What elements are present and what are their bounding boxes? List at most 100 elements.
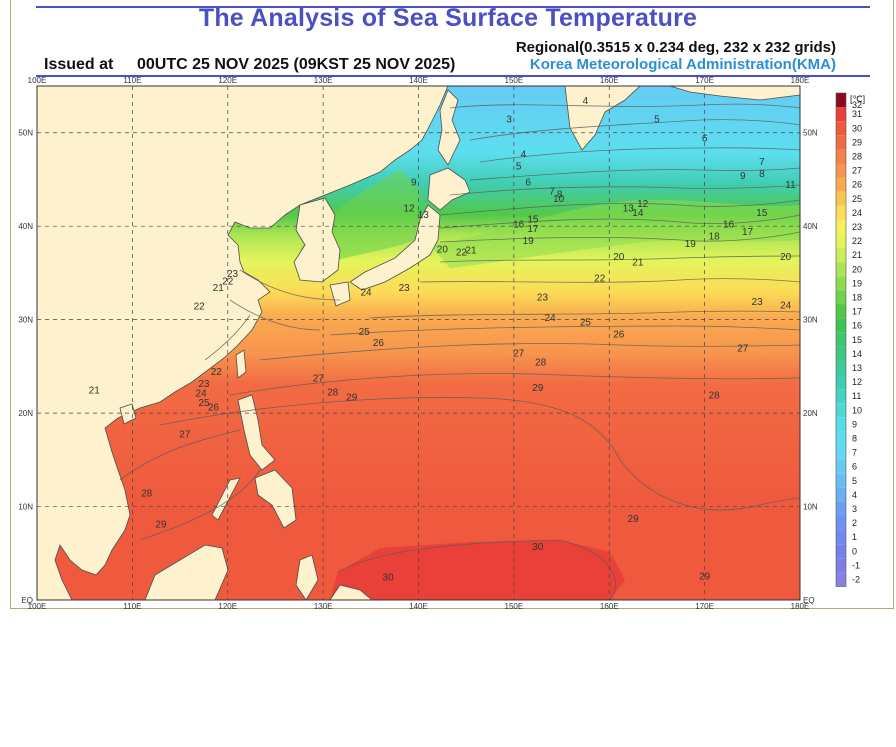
legend-label: -1 — [852, 560, 860, 570]
legend-label: 11 — [852, 391, 861, 401]
contour-label: 20 — [437, 245, 449, 256]
lon-label-bottom: 170E — [695, 602, 714, 611]
legend-swatch — [836, 501, 846, 516]
contour-label: 24 — [545, 313, 557, 324]
contour-label: 21 — [89, 386, 101, 397]
contour-label: 29 — [532, 383, 544, 394]
legend-swatch — [836, 276, 846, 291]
legend-label: 10 — [852, 405, 862, 415]
legend-label: 20 — [852, 264, 862, 274]
contour-label: 28 — [327, 388, 339, 399]
legend-label: 2 — [852, 518, 857, 528]
legend-label: 5 — [852, 476, 857, 486]
lon-label-top: 110E — [123, 76, 141, 85]
legend-swatch — [836, 135, 846, 150]
asia-mainland — [37, 86, 449, 600]
legend-label: 18 — [852, 292, 862, 302]
legend-swatch — [836, 149, 846, 164]
contour-label: 24 — [360, 288, 372, 299]
legend-swatch — [836, 473, 846, 488]
contour-label: 25 — [359, 327, 371, 338]
legend-swatch — [836, 431, 846, 446]
lon-label-top: 180E — [791, 76, 810, 85]
legend-label: 8 — [852, 433, 857, 443]
contour-label: 26 — [208, 403, 220, 414]
lat-label-right: 10N — [803, 503, 818, 512]
color-legend: [℃]3231302928272625242322212019181716151… — [835, 92, 865, 587]
lat-label-right: 30N — [803, 316, 818, 325]
legend-swatch — [836, 459, 846, 474]
honshu — [349, 204, 441, 291]
contour-label: 7 — [759, 157, 765, 168]
legend-swatch — [836, 544, 846, 559]
legend-border — [835, 92, 847, 587]
legend-unit: [℃] — [850, 94, 865, 104]
contour-label: 13 — [623, 203, 635, 214]
legend-label: 6 — [852, 462, 857, 472]
lat-label-right: EQ — [803, 596, 815, 605]
legend-label: 13 — [852, 363, 862, 373]
legend-swatch — [836, 417, 846, 432]
legend-label: 1 — [852, 532, 857, 542]
contour-label: 10 — [553, 194, 565, 205]
lon-label-bottom: 120E — [218, 602, 237, 611]
legend-label: 16 — [852, 321, 862, 331]
contour-label: 22 — [211, 367, 223, 378]
contour-label: 16 — [723, 219, 735, 230]
legend-label: 3 — [852, 504, 857, 514]
lon-label-top: 150E — [505, 76, 524, 85]
legend-swatch — [836, 107, 846, 122]
legend-swatch — [836, 516, 846, 531]
luzon — [237, 394, 276, 471]
legend-label: 19 — [852, 278, 862, 288]
legend-swatch — [836, 290, 846, 305]
legend-swatch — [836, 389, 846, 404]
title-rule-top — [36, 6, 870, 8]
lon-label-bottom: 130E — [314, 602, 333, 611]
legend-label: 23 — [852, 222, 862, 232]
contour-label: 23 — [198, 379, 210, 390]
contour-label: 15 — [527, 215, 539, 226]
contour-label: 12 — [403, 203, 415, 214]
contour-label: 19 — [523, 236, 535, 247]
contour-label: 5 — [654, 115, 660, 126]
contour-label: 14 — [632, 208, 644, 219]
legend-swatch — [836, 487, 846, 502]
issued-label: Issued at — [44, 56, 114, 73]
legend-label: 26 — [852, 180, 862, 190]
legend-label: 22 — [852, 236, 862, 246]
legend-label: 31 — [852, 109, 862, 119]
legend-swatch — [836, 445, 846, 460]
contour-label: 19 — [685, 239, 697, 250]
contour-lines — [119, 103, 800, 600]
legend-label: 4 — [852, 490, 857, 500]
grid-info: Regional(0.3515 x 0.234 deg, 232 x 232 g… — [515, 39, 836, 56]
lon-label-top: 100E — [28, 76, 47, 85]
contour-label: 26 — [373, 338, 385, 349]
bering-coast — [669, 86, 800, 101]
contour-label: 18 — [709, 232, 721, 243]
contour-label: 23 — [399, 283, 411, 294]
lon-label-bottom: 150E — [505, 602, 524, 611]
lon-label-top: 170E — [695, 76, 714, 85]
lon-label-bottom: 100E — [28, 602, 47, 611]
issued-time: 00UTC 25 NOV 2025 (09KST 25 NOV 2025) — [137, 56, 456, 73]
legend-label: 25 — [852, 194, 862, 204]
contour-label: 28 — [535, 358, 547, 369]
contour-label: 16 — [513, 219, 525, 230]
contour-label: 25 — [198, 398, 210, 409]
lon-label-top: 130E — [314, 76, 333, 85]
sakhalin — [437, 89, 461, 166]
agency-name: Korea Meteorological Administration(KMA) — [529, 56, 836, 73]
taiwan — [235, 349, 247, 379]
contour-label: 3 — [506, 115, 512, 126]
legend-swatch — [836, 121, 846, 136]
contour-label: 24 — [195, 389, 207, 400]
contour-label: 23 — [752, 297, 764, 308]
kuroshio-extension-band — [430, 199, 800, 268]
borneo — [144, 544, 229, 600]
contour-label: 11 — [785, 180, 796, 191]
contour-label: 29 — [628, 514, 640, 525]
contour-label: 23 — [227, 269, 239, 280]
